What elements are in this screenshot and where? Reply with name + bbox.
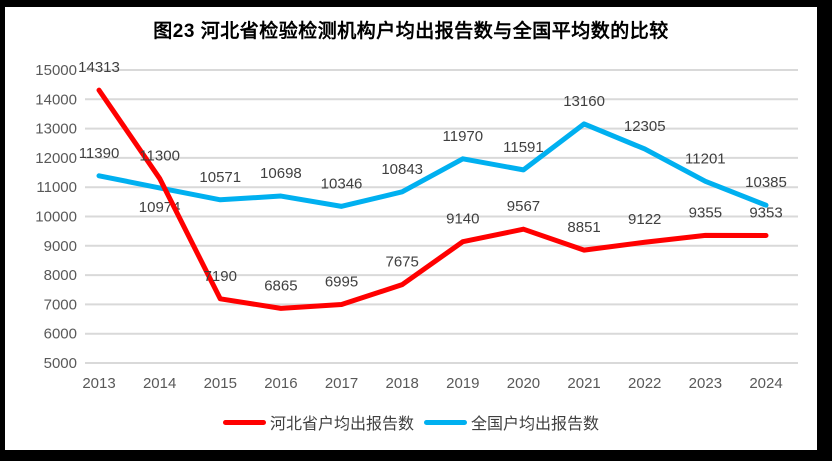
data-label: 7675 xyxy=(385,254,418,271)
legend-swatch-national-line xyxy=(424,419,467,425)
data-label: 8851 xyxy=(567,219,600,236)
y-tick-label: 8000 xyxy=(44,267,77,284)
data-label: 11390 xyxy=(79,145,120,162)
legend-label-national: 全国户均出报告数 xyxy=(471,416,600,433)
data-label: 11201 xyxy=(685,150,726,167)
x-tick-label: 2015 xyxy=(204,375,237,392)
x-tick-label: 2014 xyxy=(143,375,176,392)
data-label: 9140 xyxy=(446,211,479,228)
data-label: 10843 xyxy=(381,161,423,178)
y-tick-label: 7000 xyxy=(44,296,77,313)
x-tick-label: 2022 xyxy=(628,375,661,392)
x-tick-label: 2018 xyxy=(385,375,418,392)
y-tick-label: 14000 xyxy=(35,91,77,108)
data-label: 10571 xyxy=(199,169,241,186)
data-label: 13160 xyxy=(563,93,605,110)
chart-title: 图23 河北省检验检测机构户均出报告数与全国平均数的比较 xyxy=(153,21,669,42)
y-tick-label: 13000 xyxy=(35,121,77,138)
data-label: 9567 xyxy=(507,198,540,215)
data-label: 9353 xyxy=(749,204,782,221)
data-label: 11970 xyxy=(443,128,484,145)
legend: 河北省户均出报告数 全国户均出报告数 xyxy=(5,410,817,434)
x-tick-label: 2016 xyxy=(264,375,297,392)
y-tick-label: 10000 xyxy=(35,209,77,226)
data-label: 12305 xyxy=(624,118,666,135)
x-tick-label: 2013 xyxy=(82,375,115,392)
y-tick-label: 6000 xyxy=(44,326,77,343)
legend-swatch-hebei-line xyxy=(222,419,266,425)
x-tick-label: 2019 xyxy=(446,375,479,392)
y-tick-label: 15000 xyxy=(35,62,77,79)
y-tick-label: 12000 xyxy=(35,150,77,167)
legend-item-national: 全国户均出报告数 xyxy=(424,410,599,434)
legend-label-hebei: 河北省户均出报告数 xyxy=(269,416,414,433)
x-tick-label: 2023 xyxy=(689,375,722,392)
data-label: 6865 xyxy=(264,277,297,294)
data-label: 10385 xyxy=(745,174,787,191)
data-label: 10346 xyxy=(321,175,363,192)
legend-item-hebei: 河北省户均出报告数 xyxy=(222,410,414,434)
data-label: 9355 xyxy=(689,204,722,221)
y-tick-label: 5000 xyxy=(44,355,77,372)
data-label: 14313 xyxy=(78,59,120,76)
x-tick-label: 2017 xyxy=(325,375,358,392)
chart-surface: 图23 河北省检验检测机构户均出报告数与全国平均数的比较 5000 6000 700… xyxy=(5,7,817,450)
x-tick-label: 2020 xyxy=(507,375,540,392)
chart-canvas: 5000 6000 7000 8000 9000 10000 11000 12000 13000… xyxy=(35,59,798,392)
y-tick-label: 9000 xyxy=(44,238,77,255)
data-label: 7190 xyxy=(204,268,237,285)
data-label: 11300 xyxy=(139,147,180,164)
data-label: 11591 xyxy=(503,139,544,156)
series-line-1 xyxy=(96,121,769,209)
series-line-0 xyxy=(96,87,769,311)
x-tick-label: 2021 xyxy=(567,375,600,392)
data-label: 6995 xyxy=(325,274,358,291)
y-tick-label: 11000 xyxy=(36,179,77,196)
data-label: 10698 xyxy=(260,165,302,182)
x-tick-label: 2024 xyxy=(749,375,782,392)
data-label: 9122 xyxy=(628,211,661,228)
